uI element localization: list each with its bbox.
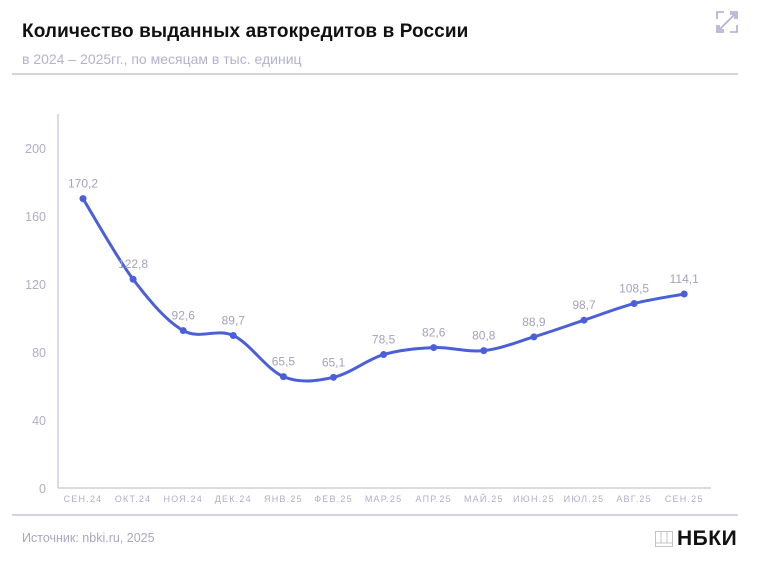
y-tick-label: 80: [32, 346, 46, 360]
x-tick-label: СЕН.24: [64, 494, 103, 504]
nbki-grid-icon: [655, 531, 673, 547]
y-tick-label: 120: [25, 278, 46, 292]
x-tick-label: НОЯ.24: [163, 494, 203, 504]
x-tick-label: СЕН.25: [665, 494, 704, 504]
data-label: 82,6: [422, 326, 446, 340]
nbki-logo: НБКИ: [655, 527, 737, 551]
y-tick-label: 160: [25, 210, 46, 224]
footer-divider: [12, 514, 738, 516]
data-label: 89,7: [222, 314, 246, 328]
data-label: 78,5: [372, 333, 396, 347]
x-tick-label: АВГ.25: [616, 494, 652, 504]
data-point[interactable]: [380, 351, 388, 359]
data-label: 114,1: [670, 272, 699, 286]
header-divider: [12, 73, 738, 75]
x-tick-label: ИЮЛ.25: [564, 494, 605, 504]
x-tick-label: ЯНВ.25: [264, 494, 303, 504]
data-label: 65,5: [272, 355, 296, 369]
y-tick-label: 0: [39, 482, 46, 496]
x-tick-label: АПР.25: [416, 494, 452, 504]
x-tick-label: ОКТ.24: [115, 494, 151, 504]
data-point[interactable]: [279, 373, 287, 381]
x-tick-label: МАР.25: [365, 494, 403, 504]
x-tick-label: ДЕК.24: [215, 494, 252, 504]
data-label: 98,7: [572, 298, 596, 312]
data-point[interactable]: [179, 327, 187, 335]
data-label: 170,2: [68, 177, 98, 191]
source-text: Источник: nbki.ru, 2025: [22, 531, 155, 545]
data-point[interactable]: [430, 344, 438, 352]
data-point[interactable]: [129, 275, 137, 283]
data-label: 88,9: [522, 315, 546, 329]
data-label: 80,8: [472, 329, 496, 343]
data-point[interactable]: [480, 347, 488, 355]
data-point[interactable]: [530, 333, 538, 341]
data-point[interactable]: [680, 290, 688, 298]
chart-title: Количество выданных автокредитов в Росси…: [22, 21, 469, 42]
nbki-logo-text: НБКИ: [677, 527, 738, 550]
x-tick-label: ИЮН.25: [513, 494, 555, 504]
data-point[interactable]: [229, 332, 237, 340]
data-label: 108,5: [619, 282, 649, 296]
data-label: 122,8: [118, 257, 148, 271]
data-point[interactable]: [580, 316, 588, 324]
x-tick-label: МАЙ.25: [464, 493, 504, 504]
expand-arrows-icon[interactable]: [716, 11, 738, 33]
data-point[interactable]: [630, 300, 638, 308]
y-tick-label: 200: [25, 142, 46, 156]
data-point[interactable]: [330, 373, 337, 381]
chart-subtitle: в 2024 – 2025гг., по месяцам в тыс. един…: [22, 51, 302, 67]
x-tick-label: ФЕВ.25: [314, 494, 353, 504]
y-tick-label: 40: [32, 414, 46, 428]
data-point[interactable]: [79, 195, 87, 203]
data-label: 92,6: [172, 309, 196, 323]
data-label: 65,1: [322, 355, 346, 369]
